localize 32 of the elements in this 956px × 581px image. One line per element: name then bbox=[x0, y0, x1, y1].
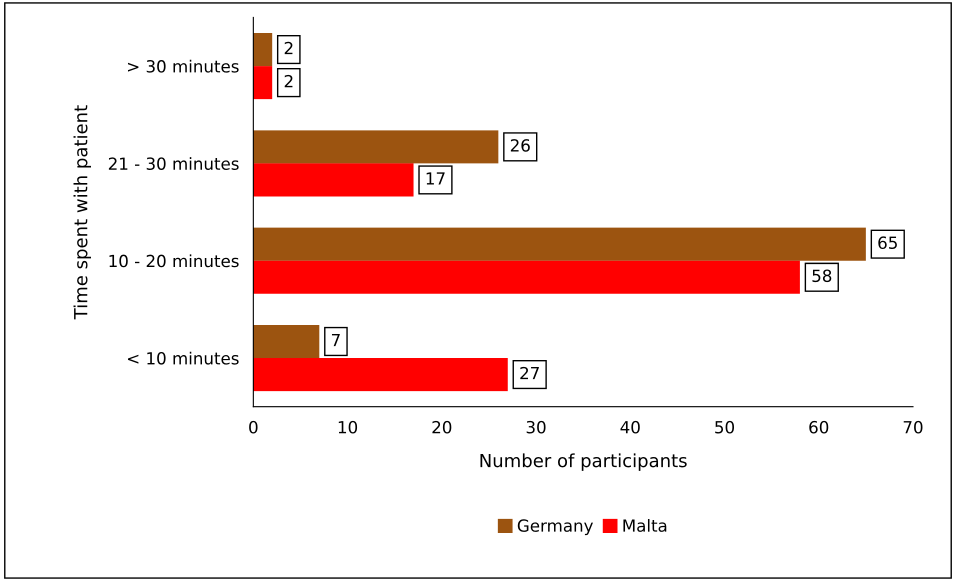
y-tick-label: < 10 minutes bbox=[128, 352, 239, 365]
data-label: 7 bbox=[332, 334, 340, 346]
x-tick-label: 30 bbox=[526, 420, 546, 434]
bar bbox=[253, 33, 272, 66]
legend-label: Germany bbox=[518, 519, 593, 536]
x-tick-label: 10 bbox=[338, 420, 358, 434]
bar bbox=[253, 66, 272, 100]
x-axis-title: Number of participants bbox=[480, 453, 687, 471]
bar bbox=[253, 358, 508, 392]
x-tick-label: 70 bbox=[904, 420, 922, 434]
y-tick-label: 21 - 30 minutes bbox=[108, 157, 239, 170]
bar bbox=[253, 324, 320, 358]
data-label: 17 bbox=[426, 172, 445, 185]
y-axis-title: Time spent with patient bbox=[74, 105, 92, 320]
x-tick-label: 40 bbox=[620, 420, 640, 434]
data-label: 65 bbox=[878, 236, 897, 250]
x-tick-label: 50 bbox=[715, 420, 734, 434]
data-label: 2 bbox=[284, 74, 292, 88]
data-label: 58 bbox=[812, 269, 832, 282]
bar bbox=[253, 260, 800, 294]
data-label: 2 bbox=[284, 42, 292, 54]
bar bbox=[253, 130, 498, 164]
legend-label: Malta bbox=[623, 519, 666, 532]
data-label: 27 bbox=[520, 366, 539, 380]
x-tick-label: 60 bbox=[809, 420, 828, 434]
x-tick-label: 0 bbox=[249, 420, 258, 434]
y-tick-label: > 30 minutes bbox=[128, 60, 239, 73]
bar bbox=[253, 163, 414, 196]
bar bbox=[253, 228, 866, 261]
y-tick-label: 10 - 20 minutes bbox=[110, 254, 239, 268]
data-label: 26 bbox=[510, 139, 530, 152]
x-tick-label: 20 bbox=[432, 420, 452, 434]
